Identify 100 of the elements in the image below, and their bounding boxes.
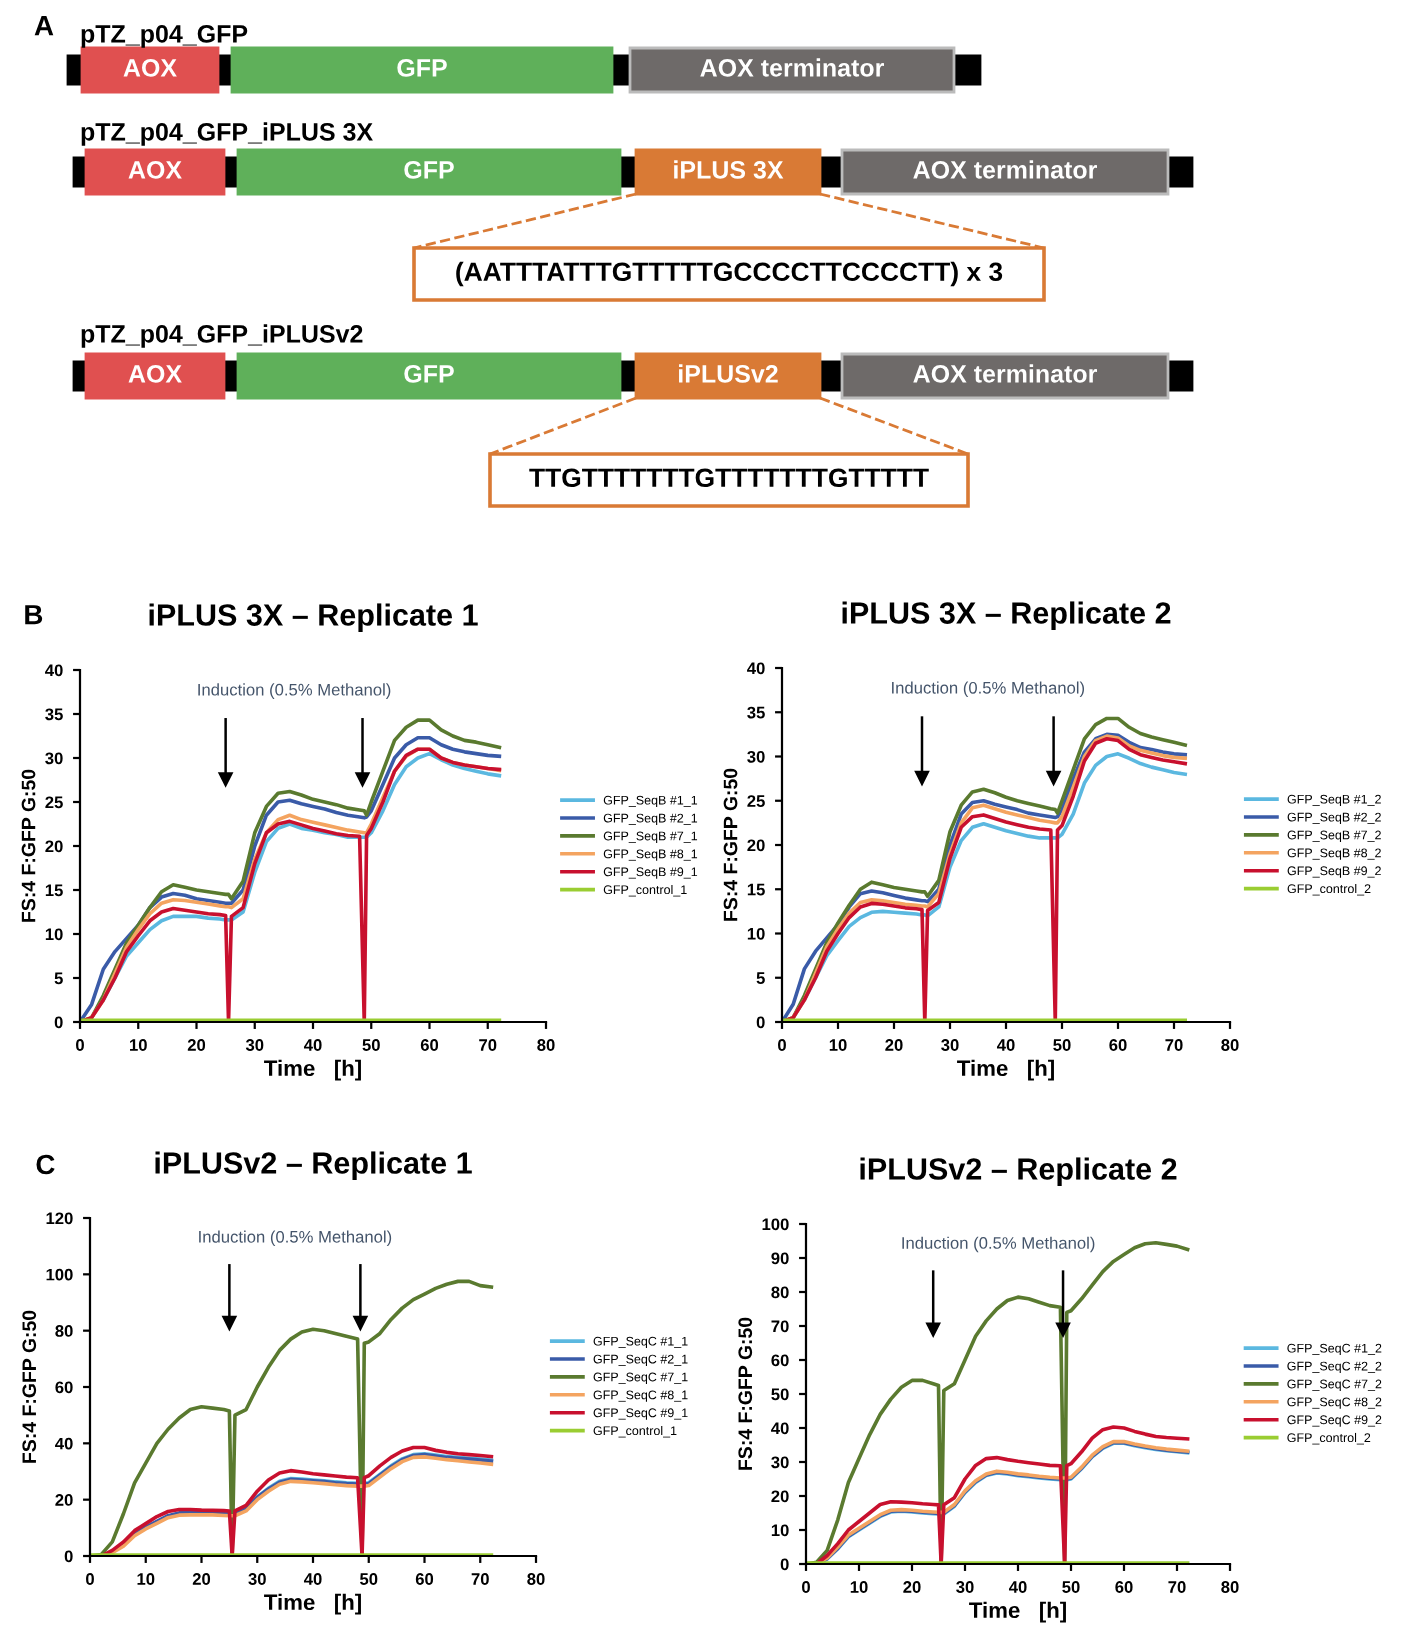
- annotation: Induction (0.5% Methanol): [902, 1236, 1095, 1253]
- y-tick-label: 60: [771, 1354, 789, 1367]
- x-tick-label: 0: [802, 1581, 810, 1593]
- x-axis-title: Time [h]: [969, 1601, 1066, 1623]
- text: AOX: [128, 365, 182, 383]
- x-tick-label: 80: [527, 1573, 545, 1585]
- text: pTZ_p04_GFP: [81, 25, 248, 48]
- text: pTZ_p04_GFP_iPLUS 3X: [81, 122, 373, 146]
- y-tick-label: 5: [756, 972, 765, 984]
- x-tick-label: 50: [362, 1039, 380, 1051]
- x-tick-label: 40: [996, 1039, 1015, 1051]
- x-tick-label: 60: [1115, 1581, 1133, 1593]
- y-tick-label: 20: [55, 1494, 73, 1506]
- x-tick-label: 80: [1221, 1581, 1239, 1593]
- x-tick-label: 40: [303, 1573, 322, 1585]
- text: AOX terminator: [700, 58, 884, 77]
- y-tick-label: 10: [45, 928, 63, 941]
- text: AOX terminator: [913, 160, 1097, 179]
- text: AOX: [123, 59, 177, 77]
- y-tick-label: 0: [780, 1558, 789, 1571]
- y-tick-label: 90: [771, 1252, 789, 1265]
- y-tick-label: 100: [762, 1218, 789, 1231]
- x-tick-label: 80: [1221, 1039, 1239, 1051]
- text: (AATTTATTTGTTTTTGCCCCTTCCCCTT) x 3: [456, 261, 1003, 287]
- x-tick-label: 60: [415, 1573, 434, 1585]
- x-tick-label: 10: [829, 1039, 847, 1051]
- x-tick-label: 30: [245, 1039, 264, 1051]
- x-tick-label: 20: [885, 1039, 903, 1051]
- x-axis-title: Time [h]: [264, 1593, 361, 1615]
- chart-title: iPLUSv2 – Replicate 1: [155, 1151, 472, 1180]
- text: iPLUS 3X: [674, 160, 784, 179]
- x-tick-label: 70: [471, 1573, 489, 1585]
- x-tick-label: 20: [187, 1039, 206, 1051]
- y-tick-label: 40: [55, 1437, 73, 1450]
- text: GFP: [404, 161, 454, 179]
- chart-title: iPLUSv2 – Replicate 2: [860, 1157, 1177, 1186]
- text: pTZ_p04_GFP_iPLUSv2: [81, 324, 363, 348]
- text: TTGTTTTTTTGTTTTTTTGTTTTT: [529, 468, 929, 488]
- y-tick-label: 25: [747, 795, 765, 807]
- y-axis-title: FS:4 F:GFP G:50: [738, 1317, 753, 1470]
- y-tick-label: 40: [771, 1422, 789, 1435]
- x-tick-label: 70: [1165, 1039, 1183, 1051]
- y-tick-label: 35: [747, 706, 765, 719]
- annotation: Induction (0.5% Methanol): [199, 1230, 392, 1247]
- x-tick-label: 60: [1109, 1039, 1127, 1051]
- text: C: [36, 1154, 55, 1175]
- x-tick-label: 30: [956, 1581, 974, 1593]
- x-tick-label: 50: [1053, 1039, 1071, 1051]
- y-tick-label: 10: [771, 1524, 789, 1537]
- y-axis-title: FS:4 F:GFP G:50: [21, 769, 36, 922]
- text: iPLUSv2: [679, 364, 778, 383]
- y-tick-label: 20: [45, 840, 63, 853]
- y-tick-label: 70: [771, 1320, 789, 1333]
- x-tick-label: 20: [903, 1581, 921, 1593]
- y-tick-label: 15: [747, 883, 765, 896]
- y-tick-label: 60: [55, 1381, 73, 1394]
- annotation: Induction (0.5% Methanol): [198, 683, 391, 699]
- text: A: [34, 16, 54, 36]
- x-tick-label: 70: [479, 1039, 497, 1051]
- y-axis-title: FS:4 F:GFP G:50: [22, 1310, 37, 1463]
- y-tick-label: 120: [46, 1212, 73, 1225]
- y-tick-label: 25: [45, 796, 63, 809]
- x-tick-label: 60: [420, 1039, 439, 1051]
- x-tick-label: 10: [850, 1581, 868, 1593]
- y-tick-label: 0: [64, 1550, 73, 1563]
- text: B: [25, 605, 43, 625]
- x-tick-label: 50: [359, 1573, 378, 1585]
- x-tick-label: 20: [192, 1573, 211, 1585]
- y-tick-label: 40: [45, 664, 63, 677]
- y-tick-label: 30: [45, 752, 63, 765]
- x-tick-label: 30: [941, 1039, 959, 1051]
- x-tick-label: 40: [303, 1039, 322, 1051]
- y-tick-label: 50: [771, 1388, 789, 1401]
- text: GFP: [397, 59, 447, 77]
- y-tick-label: 80: [771, 1286, 789, 1299]
- y-tick-label: 5: [54, 972, 63, 985]
- y-tick-label: 35: [45, 708, 63, 721]
- y-tick-label: 40: [747, 662, 765, 675]
- chart-title: iPLUS 3X – Replicate 2: [842, 601, 1171, 630]
- y-tick-label: 100: [46, 1268, 73, 1281]
- y-tick-label: 0: [54, 1016, 63, 1029]
- text: AOX terminator: [913, 364, 1097, 383]
- x-tick-label: 0: [86, 1573, 94, 1585]
- y-tick-label: 0: [756, 1016, 765, 1029]
- x-axis-title: Time [h]: [957, 1059, 1054, 1081]
- x-tick-label: 30: [248, 1573, 266, 1585]
- y-tick-label: 30: [747, 750, 765, 763]
- annotation: Induction (0.5% Methanol): [892, 681, 1085, 697]
- y-tick-label: 30: [771, 1456, 789, 1469]
- x-tick-label: 10: [137, 1573, 155, 1585]
- x-tick-label: 10: [130, 1039, 147, 1051]
- text: AOX: [128, 161, 182, 179]
- x-axis-title: Time [h]: [264, 1059, 361, 1081]
- x-tick-label: 70: [1168, 1581, 1186, 1593]
- x-tick-label: 40: [1008, 1581, 1027, 1593]
- y-tick-label: 20: [771, 1490, 789, 1503]
- text: GFP: [404, 365, 454, 383]
- y-tick-label: 15: [45, 884, 63, 897]
- chart-title: iPLUS 3X – Replicate 1: [149, 603, 478, 632]
- y-axis-title: FS:4 F:GFP G:50: [723, 768, 738, 921]
